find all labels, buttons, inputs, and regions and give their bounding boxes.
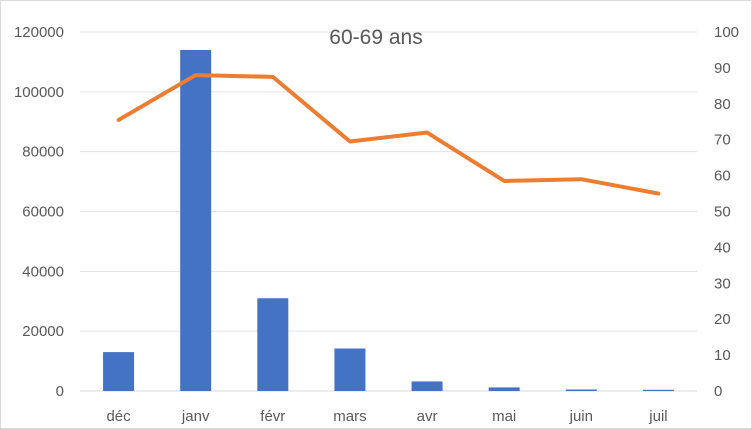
bar [103,352,135,391]
left-axis: 0 20000 40000 60000 80000 100000 120000 [14,24,64,400]
bar [642,389,674,391]
bar [565,389,597,391]
y-left-tick-label: 100000 [14,84,64,101]
y-right-tick-label: 10 [714,347,731,364]
bar [411,381,443,391]
y-left-tick-label: 40000 [22,263,64,280]
y-right-tick-label: 0 [714,383,722,400]
bar [488,387,520,391]
x-tick-label: mars [333,408,366,425]
chart-title: 60-69 ans [329,26,422,49]
y-right-tick-label: 70 [714,132,731,149]
y-left-tick-label: 80000 [22,144,64,161]
bar [180,49,212,391]
y-right-tick-label: 90 [714,60,731,77]
y-right-tick-label: 100 [714,24,739,41]
y-right-tick-label: 60 [714,168,731,185]
y-left-tick-label: 120000 [14,24,64,41]
line-path [116,73,661,196]
line-series [116,73,661,196]
x-tick-label: févr [260,408,285,425]
y-right-tick-label: 20 [714,311,731,328]
bar [334,348,366,391]
y-left-tick-label: 20000 [22,323,64,340]
x-tick-label: juil [648,408,667,425]
y-left-tick-label: 60000 [22,204,64,221]
y-left-tick-label: 0 [56,383,64,400]
y-right-tick-label: 80 [714,96,731,113]
x-tick-label: déc [106,408,131,425]
y-right-tick-label: 40 [714,239,731,256]
right-axis: 0 10 20 30 40 50 60 70 80 90 100 [714,24,739,400]
bar-series [103,49,674,391]
y-right-tick-label: 50 [714,204,731,221]
category-axis: déc janv févr mars avr mai juin juil [106,408,667,425]
x-tick-label: mai [492,408,516,425]
x-tick-label: janv [181,408,210,425]
y-right-tick-label: 30 [714,275,731,292]
bar [257,298,289,391]
x-tick-label: juin [569,408,593,425]
x-tick-label: avr [417,408,438,425]
